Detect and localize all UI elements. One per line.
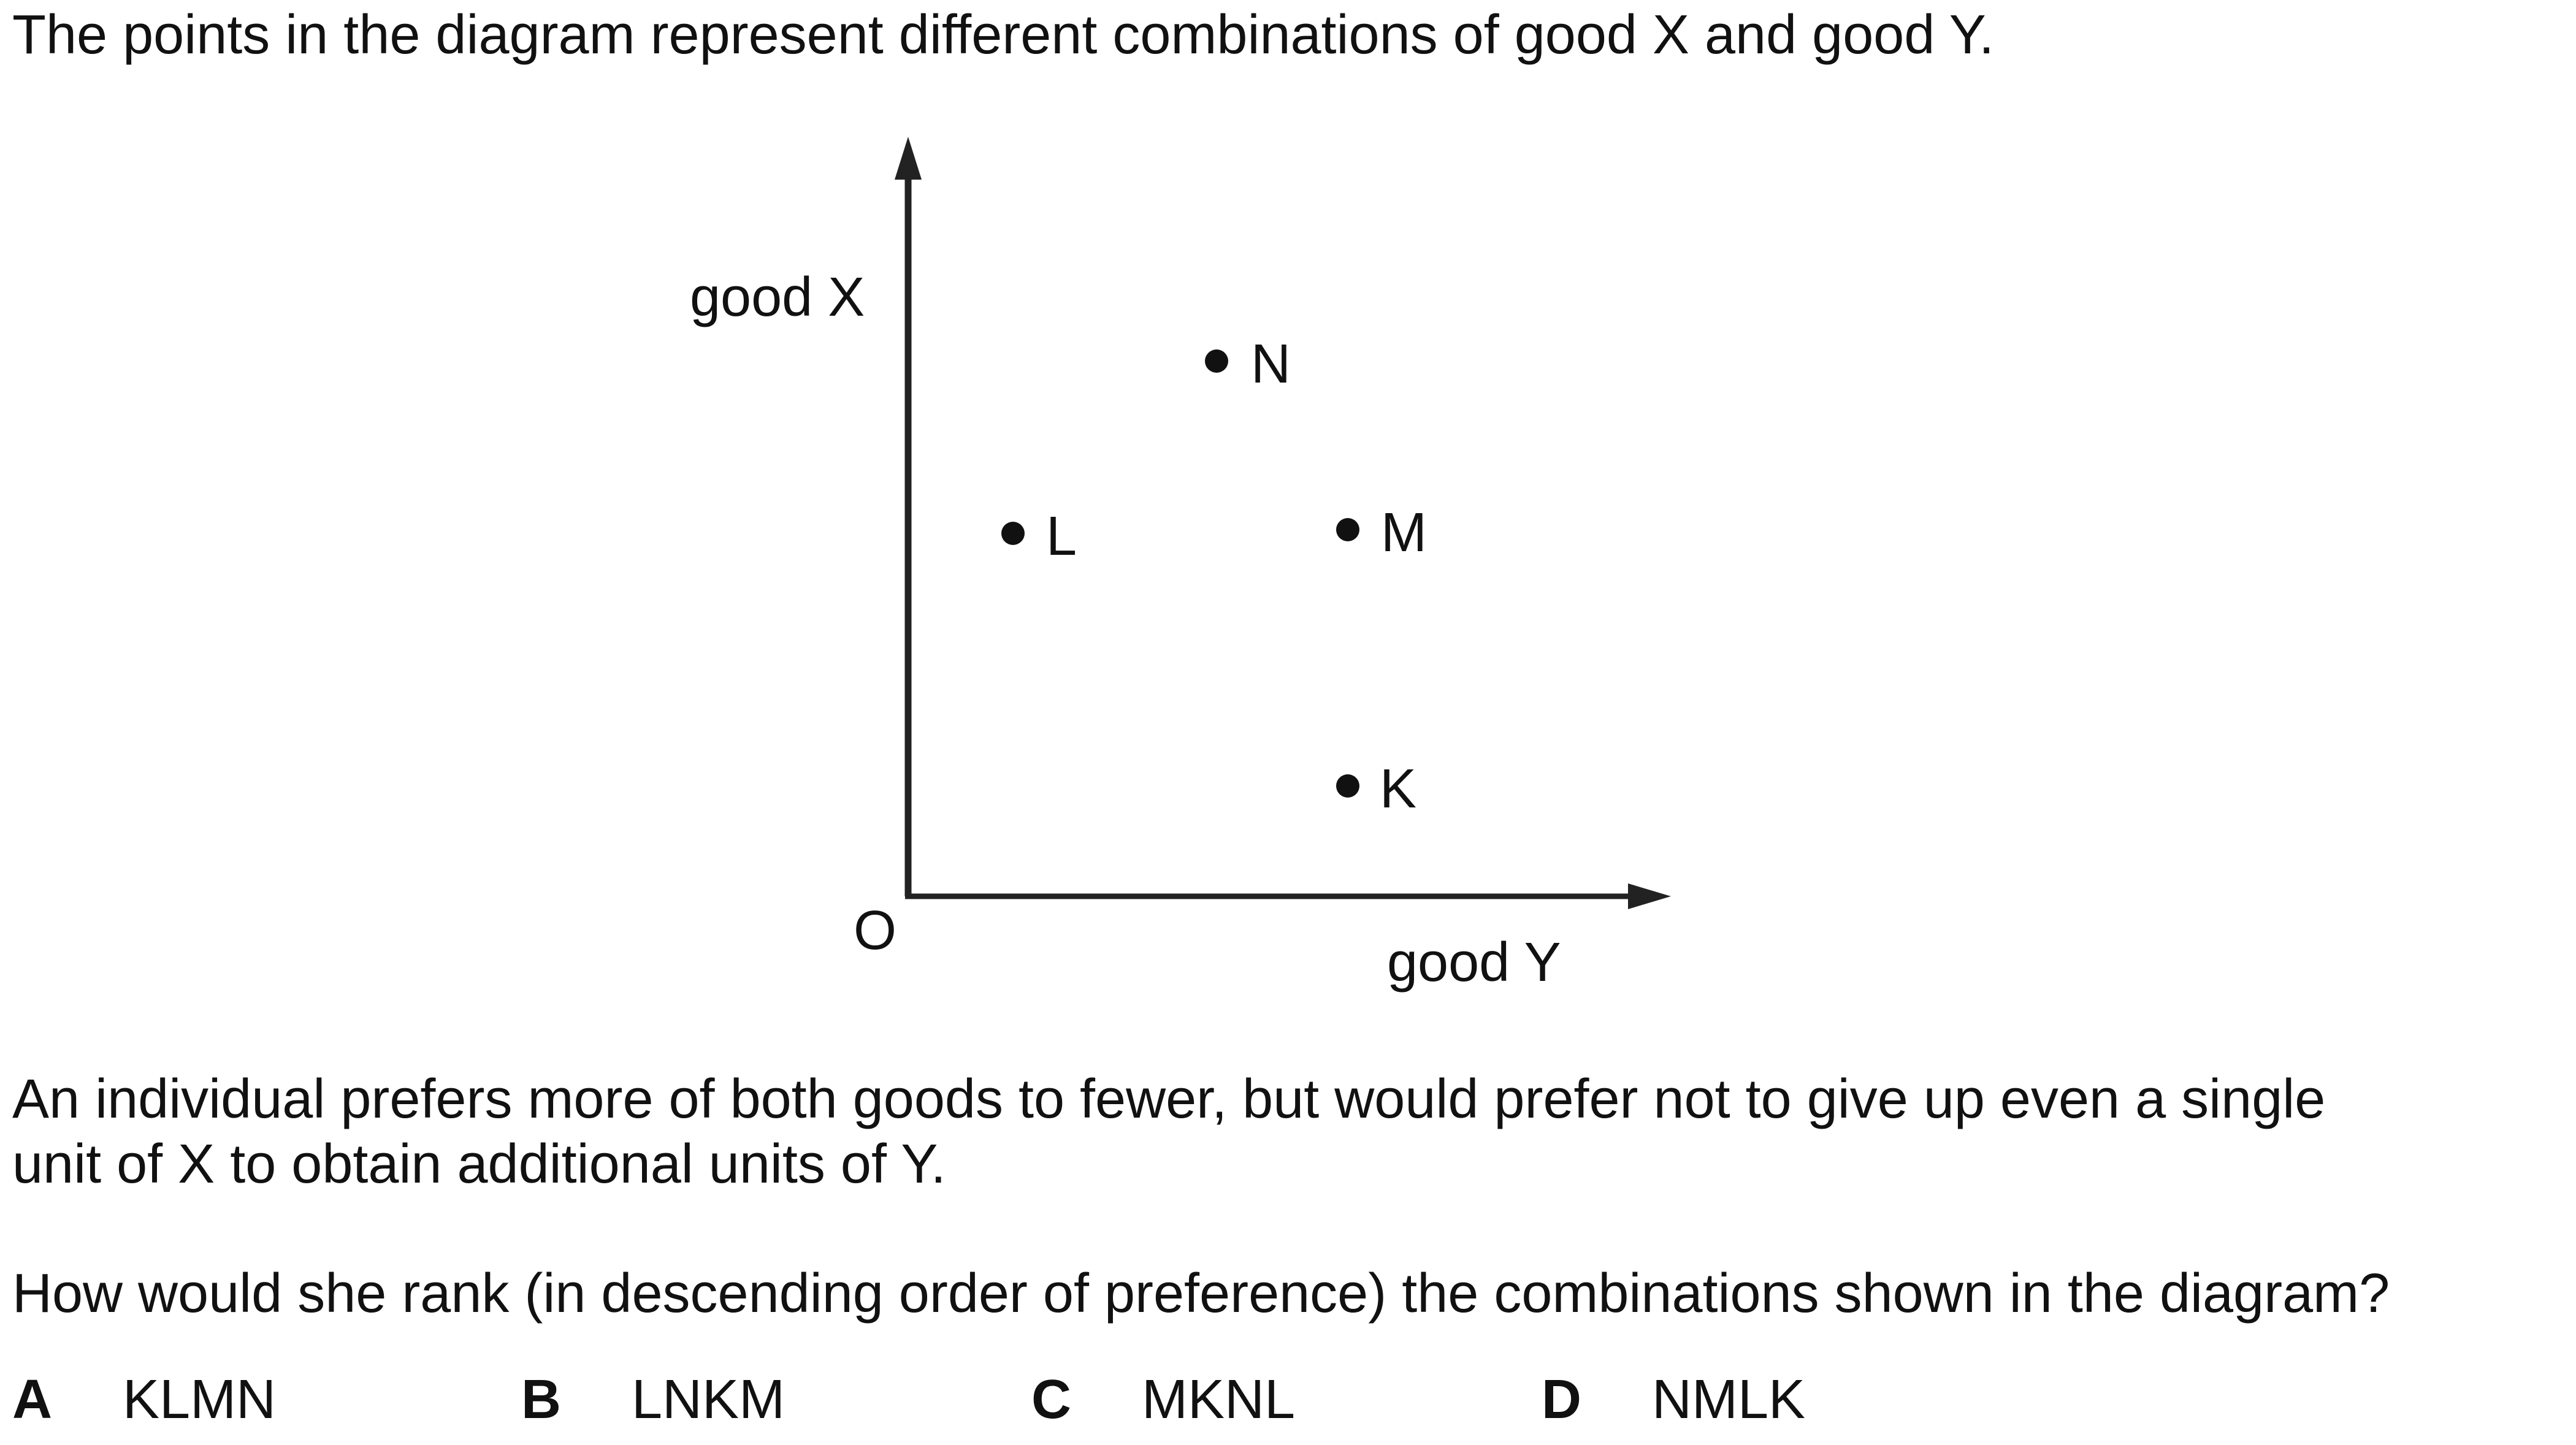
point-k-label: K bbox=[1380, 758, 1416, 820]
point-l-marker bbox=[1001, 522, 1025, 545]
origin-label: O bbox=[854, 900, 896, 961]
option-c[interactable]: C MKNL bbox=[1031, 1367, 1295, 1432]
option-c-text: MKNL bbox=[1142, 1369, 1296, 1430]
x-axis-arrowhead bbox=[1628, 883, 1671, 909]
point-m-marker bbox=[1336, 518, 1359, 541]
option-a-text: KLMN bbox=[123, 1369, 277, 1430]
y-axis-label: good X bbox=[690, 267, 865, 328]
x-axis-label: good Y bbox=[1387, 932, 1561, 993]
question-prompt: How would she rank (in descending order … bbox=[12, 1263, 2390, 1324]
option-a-letter: A bbox=[12, 1369, 52, 1430]
option-d-text: NMLK bbox=[1652, 1369, 1806, 1430]
point-l-label: L bbox=[1046, 506, 1077, 567]
body-text-line-2: unit of X to obtain additional units of … bbox=[12, 1134, 946, 1195]
body-text-line-1: An individual prefers more of both goods… bbox=[12, 1069, 2326, 1130]
option-c-letter: C bbox=[1031, 1369, 1071, 1430]
option-b[interactable]: B LNKM bbox=[521, 1367, 785, 1432]
option-d[interactable]: D NMLK bbox=[1542, 1367, 1805, 1432]
option-d-letter: D bbox=[1542, 1369, 1581, 1430]
preference-diagram: good X good Y O N L M K bbox=[690, 137, 1671, 993]
point-m-label: M bbox=[1381, 502, 1427, 563]
point-n-label: N bbox=[1251, 334, 1291, 395]
point-n-marker bbox=[1205, 349, 1228, 373]
option-b-text: LNKM bbox=[632, 1369, 785, 1430]
y-axis-arrowhead bbox=[895, 137, 922, 180]
intro-text: The points in the diagram represent diff… bbox=[12, 4, 1995, 66]
point-k-marker bbox=[1336, 774, 1359, 798]
option-b-letter: B bbox=[521, 1369, 561, 1430]
option-a[interactable]: A KLMN bbox=[12, 1367, 276, 1432]
